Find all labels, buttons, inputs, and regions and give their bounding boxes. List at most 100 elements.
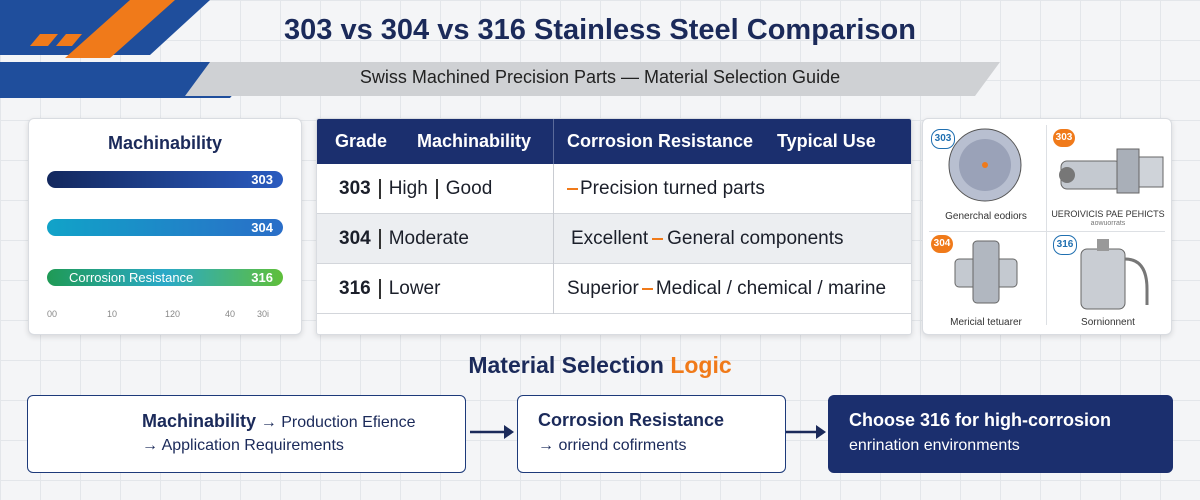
- title-highlight: Logic: [670, 352, 732, 378]
- bar-label: 303: [251, 172, 273, 187]
- header-cell: Machinability: [417, 131, 532, 151]
- header-decor: [0, 0, 1000, 98]
- bar-label: 304: [251, 220, 273, 235]
- table-row: 316 Lower Superior Medical / chemical / ma…: [317, 264, 911, 314]
- badge: 303: [1053, 129, 1075, 147]
- illustration: [1080, 239, 1149, 310]
- machinability-panel: Machinability 303 304 Corrosion Resistan…: [28, 118, 302, 335]
- illustration: [948, 128, 1022, 202]
- arrow-head: [504, 425, 514, 439]
- cell: 304 Moderate: [339, 214, 469, 263]
- arrow-head: [816, 425, 826, 439]
- table-header: [317, 119, 911, 164]
- hex: [1116, 148, 1140, 194]
- tube: [1124, 257, 1149, 305]
- valve: [1097, 239, 1109, 251]
- caption: Sornionnent: [1081, 317, 1135, 328]
- divider: [929, 231, 1165, 232]
- step-heading: Choose 316 for high-corrosion: [849, 410, 1112, 430]
- divider: [1046, 125, 1047, 325]
- table-row: 303 High Good Precision turned parts: [317, 164, 911, 214]
- divider: [553, 164, 554, 314]
- canister: [1080, 248, 1126, 310]
- title-text: Material Selection: [468, 352, 671, 378]
- typical-use: Medical / chemical / marine: [655, 277, 887, 299]
- bar: 303: [47, 171, 283, 188]
- caption: UEROIVICIS PAE PEHICTS: [1051, 209, 1165, 219]
- image-cell: 316 Sornionnent: [1047, 229, 1169, 335]
- cell: Excellent General components: [571, 214, 844, 263]
- flow-arrow: [786, 425, 826, 439]
- separator: [378, 278, 381, 299]
- bore: [1059, 167, 1075, 183]
- typical-use: Precision turned parts: [580, 177, 765, 199]
- step-text: → Application Requirements: [142, 437, 344, 454]
- flow-step: Corrosion Resistance → orriend cofirment…: [517, 395, 786, 473]
- header-cell: Grade: [335, 131, 388, 151]
- flow-arrow: [470, 425, 514, 439]
- dash: [567, 187, 578, 190]
- badge: 304: [931, 235, 953, 253]
- bar: 304: [47, 219, 283, 236]
- corrosion: Excellent: [571, 227, 649, 249]
- dash: [641, 287, 653, 290]
- subcaption: aowuorrats: [1090, 220, 1126, 227]
- section-title: Material Selection Logic: [0, 352, 1200, 379]
- dash: [652, 237, 664, 240]
- caption: Generchal eodiors: [945, 211, 1027, 222]
- orange-stripe: [65, 0, 175, 58]
- cell: Precision turned parts: [567, 164, 765, 213]
- cell: 316 Lower: [339, 264, 440, 313]
- comparison-table: Grade Machinability Corrosion Resistance…: [316, 118, 912, 335]
- table-row: 304 Moderate Excellent General components: [317, 214, 911, 264]
- step-heading: Corrosion Resistance: [538, 410, 725, 430]
- flow-step: Machinability → Production Efience → App…: [27, 395, 466, 473]
- tee-stem: [972, 240, 1000, 304]
- separator: [435, 178, 438, 199]
- cell: Superior Medical / chemical / marine: [567, 264, 886, 313]
- bar-label: 316: [251, 270, 273, 285]
- grade: 304: [339, 227, 371, 249]
- grade: 303: [339, 177, 371, 199]
- cell: 303 High Good: [339, 164, 492, 213]
- axis-label: 10: [107, 309, 118, 319]
- image-cell: 303 Generchal eodiors: [925, 123, 1047, 229]
- badge: 303: [931, 129, 955, 149]
- axis-label: 120: [165, 309, 181, 319]
- bar: Corrosion Resistance 316: [47, 269, 283, 286]
- separator: [378, 228, 381, 249]
- header-cell: Typical Use: [777, 131, 876, 151]
- grade: 316: [339, 277, 371, 299]
- image-cell: 303 UEROIVICIS PAE PEHICTS aowuorrats: [1047, 123, 1169, 229]
- title: 303 vs 304 vs 316 Stainless Steel Compar…: [284, 14, 916, 46]
- thread: [1138, 156, 1164, 188]
- panel-title: Machinability: [107, 133, 223, 153]
- dot: [982, 162, 988, 168]
- axis-label: 30i: [257, 309, 270, 319]
- caption: Mericial tetuarer: [950, 317, 1022, 328]
- axis-label: 40: [225, 309, 236, 319]
- machinability: Lower: [388, 277, 441, 299]
- machinability: High: [388, 177, 428, 199]
- step-text: → Production Efience: [260, 414, 416, 431]
- illustration: [1059, 148, 1164, 194]
- corrosion: Superior: [567, 277, 639, 299]
- image-panel: 303 Generchal eodiors 303 UEROIVICIS PAE…: [922, 118, 1172, 335]
- image-cell: 304 Mericial tetuarer: [925, 229, 1047, 335]
- axis-label: 00: [47, 309, 58, 319]
- subtitle: Swiss Machined Precision Parts — Materia…: [359, 67, 841, 87]
- orange-chip: [30, 34, 58, 46]
- corrosion: Good: [445, 177, 493, 199]
- subtitle-banner: [185, 62, 1000, 96]
- separator: [378, 178, 381, 199]
- step-text: → orriend cofirments: [538, 437, 687, 454]
- flow-step: Choose 316 for high-corrosion enrination…: [828, 395, 1173, 473]
- step-heading: Machinability: [142, 411, 257, 431]
- bar-text: Corrosion Resistance: [69, 270, 194, 285]
- step-line: Machinability → Production Efience: [142, 411, 416, 432]
- machinability: Moderate: [388, 227, 469, 249]
- typical-use: General components: [667, 227, 844, 249]
- header-cell: Corrosion Resistance: [567, 131, 754, 151]
- badge: 316: [1053, 235, 1077, 255]
